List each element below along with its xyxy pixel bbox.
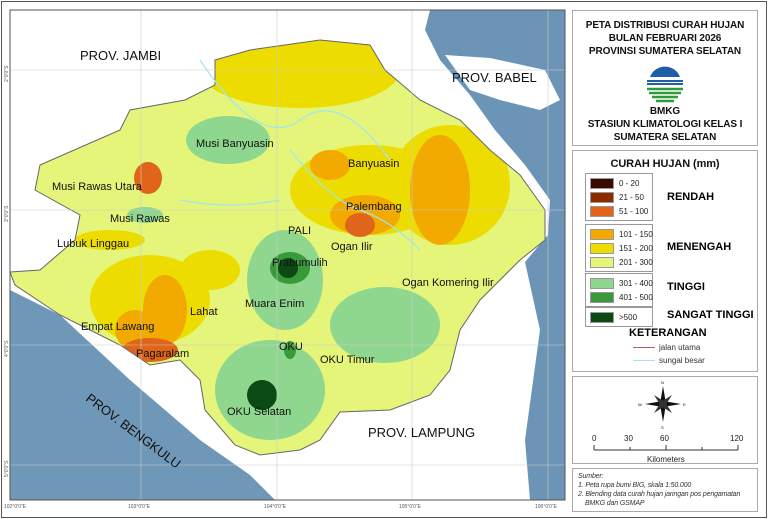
svg-text:E: E <box>683 402 686 407</box>
map-region: PROVINSI SUMATERA SELATAN <box>588 46 742 57</box>
label-muara-enim: Muara Enim <box>245 298 304 310</box>
bmkg-logo <box>647 66 683 103</box>
class-menengah: MENENGAH <box>667 241 732 253</box>
label-empat-lawang: Empat Lawang <box>81 321 154 333</box>
label-oku: OKU <box>279 341 303 353</box>
label-oku-timur: OKU Timur <box>320 354 375 366</box>
legend-item: 301 - 400 <box>586 276 653 290</box>
lon-label: 102°0'0"E <box>4 504 27 510</box>
source-item: BMKG dan GSMAP <box>585 500 645 507</box>
lon-label: 106°0'0"E <box>535 504 558 510</box>
label-pagaralam: Pagaralam <box>136 348 189 360</box>
svg-text:120: 120 <box>730 434 744 443</box>
label-ogan-ilir: Ogan Ilir <box>331 241 373 253</box>
legend-swatch <box>590 256 614 268</box>
compass-rose-icon: N S E W <box>638 380 686 430</box>
graticule <box>10 10 565 500</box>
grid-labels: 102°0'0"E 103°0'0"E 104°0'0"E 105°0'0"E … <box>4 65 558 510</box>
map-subtitle: BULAN FEBRUARI 2026 <box>608 33 722 44</box>
legend-swatch <box>590 311 614 323</box>
legend-swatch <box>590 277 614 289</box>
class-rendah: RENDAH <box>667 191 715 203</box>
sea-west <box>10 290 275 500</box>
label-musi-banyuasin: Musi Banyuasin <box>196 138 274 150</box>
label-lubuk-linggau: Lubuk Linggau <box>57 238 129 250</box>
legend-item: 51 - 100 <box>586 204 652 218</box>
station-region: SUMATERA SELATAN <box>613 132 717 143</box>
source-item: 2. Blending data curah hujan jaringan po… <box>578 491 741 498</box>
legend-swatch <box>590 205 614 217</box>
lon-label: 104°0'0"E <box>264 504 287 510</box>
keterangan-title: KETERANGAN <box>629 327 707 339</box>
map-title: PETA DISTRIBUSI CURAH HUJAN <box>585 20 745 31</box>
legend-road: jalan utama <box>633 343 700 353</box>
legend-item: 21 - 50 <box>586 190 652 204</box>
label-lampung: PROV. LAMPUNG <box>368 425 475 440</box>
svg-text:0: 0 <box>592 434 597 443</box>
label-jambi: PROV. JAMBI <box>80 48 161 63</box>
svg-text:S: S <box>661 425 664 430</box>
svg-text:60: 60 <box>660 434 669 443</box>
lat-label: 4°0'0"S <box>4 340 10 357</box>
legend-swatch <box>590 191 614 203</box>
legend-swatch <box>590 177 614 189</box>
source-panel: Sumber: 1. Peta rupa bumi BIG, skala 1:5… <box>572 468 758 512</box>
label-babel: PROV. BABEL <box>452 70 537 85</box>
lon-label: 105°0'0"E <box>399 504 422 510</box>
lon-label: 103°0'0"E <box>128 504 151 510</box>
lat-label: 2°0'0"S <box>4 65 10 82</box>
sea-east <box>425 10 565 500</box>
label-oki: Ogan Komering Ilir <box>402 277 494 289</box>
legend-title: CURAH HUJAN (mm) <box>610 158 720 170</box>
label-palembang: Palembang <box>346 201 402 213</box>
legend-group-tinggi: 301 - 400 401 - 500 <box>585 273 653 307</box>
svg-text:W: W <box>638 402 642 407</box>
class-tinggi: TINGGI <box>667 281 705 293</box>
svg-text:30: 30 <box>624 434 633 443</box>
legend-river: sungai besar <box>633 356 705 366</box>
label-oku-selatan: OKU Selatan <box>227 406 291 418</box>
legend-swatch <box>590 242 614 254</box>
label-musi-rawas: Musi Rawas <box>110 213 170 225</box>
station-name: STASIUN KLIMATOLOGI KELAS I <box>587 119 743 130</box>
legend-swatch <box>590 291 614 303</box>
legend-item: 151 - 200 <box>586 241 653 255</box>
source-heading: Sumber: <box>578 473 604 480</box>
compass-and-scale: N S E W 0 30 60 120 Kilometers <box>592 380 744 464</box>
legend-item: 201 - 300 <box>586 255 653 269</box>
title-panel: PETA DISTRIBUSI CURAH HUJAN BULAN FEBRUA… <box>572 10 758 146</box>
label-lahat: Lahat <box>190 306 218 318</box>
legend-item: 0 - 20 <box>586 176 652 190</box>
source-item: 1. Peta rupa bumi BIG, skala 1:50.000 <box>578 482 692 489</box>
class-sangat-tinggi: SANGAT TINGGI <box>667 309 754 321</box>
legend-group-sangat-tinggi: >500 <box>585 307 653 327</box>
lat-label: 3°0'0"S <box>4 205 10 222</box>
legend-group-menengah: 101 - 150 151 - 200 201 - 300 <box>585 224 653 272</box>
legend-panel: CURAH HUJAN (mm) 0 - 20 21 - 50 51 - 100… <box>572 150 758 372</box>
label-musi-rawas-utara: Musi Rawas Utara <box>52 181 143 193</box>
scale-bar: 0 30 60 120 Kilometers <box>592 434 744 464</box>
svg-text:N: N <box>661 380 664 385</box>
label-prabumulih: Prabumulih <box>272 257 328 269</box>
legend-item: 101 - 150 <box>586 227 653 241</box>
label-banyuasin: Banyuasin <box>348 158 399 170</box>
bangka-island <box>445 55 560 110</box>
legend-item: 401 - 500 <box>586 290 653 304</box>
scale-panel: N S E W 0 30 60 120 Kilometers <box>572 376 758 464</box>
label-pali: PALI <box>288 225 311 237</box>
legend-group-rendah: 0 - 20 21 - 50 51 - 100 <box>585 173 653 221</box>
svg-text:Kilometers: Kilometers <box>647 455 685 464</box>
legend-item: >500 <box>586 310 652 324</box>
lat-label: 5°0'0"S <box>4 460 10 477</box>
agency-name: BMKG <box>649 106 681 117</box>
legend-swatch <box>590 228 614 240</box>
